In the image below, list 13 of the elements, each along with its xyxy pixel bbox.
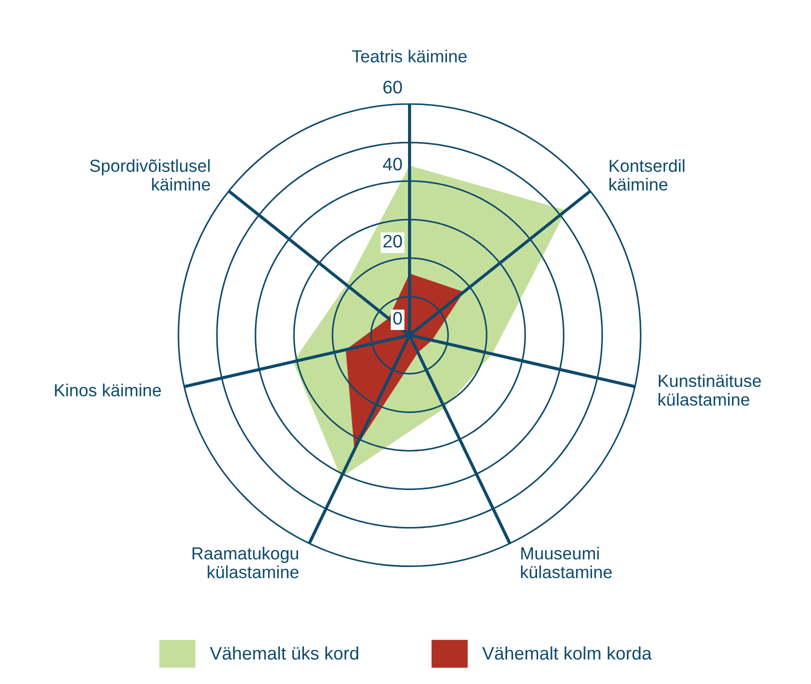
spoke-label: Muuseumi külastamine: [521, 546, 612, 578]
spoke-label: Kontserdil käimine: [610, 159, 684, 191]
spoke-label: Kunstinäituse külastamine: [658, 374, 761, 406]
y-tick-label: 60: [383, 80, 402, 94]
spoke-label: Spordivõistlusel käimine: [90, 159, 210, 191]
y-tick-label: 40: [382, 158, 402, 171]
legend-label: Vähemalt üks kord: [210, 646, 358, 660]
y-tick-label: 0: [393, 312, 402, 325]
spoke-label: Kinos käimine: [55, 384, 161, 396]
spoke-label: Teatris käimine: [352, 50, 467, 62]
legend-label: Vähemalt kolm korda: [482, 646, 652, 660]
y-tick-label: 20: [383, 234, 402, 248]
spoke-label: Raamatukogu külastamine: [192, 546, 298, 578]
